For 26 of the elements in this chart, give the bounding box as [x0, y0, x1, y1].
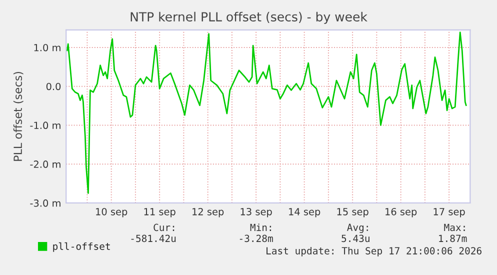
text: Max: [444, 224, 465, 232]
y-tick-label: 1.0 m [34, 44, 60, 52]
x-tick-label: 11 sep [144, 208, 176, 218]
y-tick-label: 0.0 [46, 82, 61, 90]
x-tick-label: 13 sep [240, 208, 272, 218]
legend-label: pll-offset [53, 242, 110, 252]
x-tick-label: 16 sep [386, 208, 417, 218]
y-tick-label: -2.0 m [30, 160, 60, 168]
chart-title: NTP kernel PLL offset (secs) - by week [130, 12, 368, 24]
text: Last update: Thu Sep 17 21:00:06 2026 [266, 246, 482, 256]
x-tick-label: 17 sep [434, 208, 465, 218]
x-tick-label: 15 sep [337, 208, 368, 218]
text: -581.42u [131, 234, 176, 242]
y-axis-title: PLL offset (secs) [13, 72, 24, 161]
text: 1.87m [439, 234, 467, 242]
text: Avg: [347, 224, 368, 233]
text: 5.43u [342, 234, 370, 242]
text: Cur: [154, 224, 174, 232]
y-tick-label: -3.0 m [30, 199, 60, 207]
y-tick-label: -1.0 m [30, 122, 60, 130]
x-tick-label: 14 sep [289, 208, 320, 218]
line-series [66, 32, 467, 194]
x-tick-label: 12 sep [192, 208, 224, 218]
text: -3.28m [240, 234, 273, 242]
text: Min: [250, 224, 272, 231]
x-tick-label: 10 sep [96, 208, 128, 218]
